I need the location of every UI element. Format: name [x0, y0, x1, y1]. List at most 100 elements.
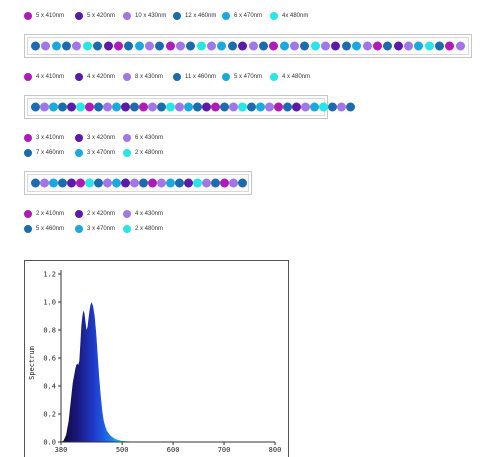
legend-label: 12 x 460nm [185, 13, 217, 19]
x-tick-label: 500 [116, 446, 129, 454]
led-480nm [85, 178, 94, 188]
led-420nm [184, 178, 193, 188]
led-430nm [229, 102, 238, 112]
led-430nm [207, 41, 217, 51]
led-460nm [383, 41, 393, 51]
legend-item-430nm: 4 x 430nm [123, 210, 163, 218]
led-410nm [269, 41, 279, 51]
led-470nm [49, 102, 58, 112]
legend-label: 4 x 410nm [36, 74, 65, 80]
dot-460nm [24, 225, 32, 233]
legend-item-430nm: 10 x 430nm [123, 12, 166, 20]
strip-frame [27, 174, 249, 192]
led-410nm [139, 102, 148, 112]
led-430nm [176, 41, 186, 51]
legend-label: 4 x 420nm [87, 74, 116, 80]
legend-item-480nm: 2 x 480nm [123, 149, 163, 157]
legend-label: 6 x 470nm [234, 13, 263, 19]
led-460nm [62, 41, 72, 51]
led-430nm [455, 41, 465, 51]
legend-item-430nm: 8 x 430nm [123, 73, 163, 81]
x-tick-label: 800 [269, 446, 282, 454]
led-410nm [211, 102, 220, 112]
dot-410nm [24, 12, 32, 20]
legend-label: 4x 480nm [282, 13, 309, 19]
dot-430nm [123, 73, 131, 81]
dot-480nm [270, 12, 278, 20]
led-460nm [58, 178, 67, 188]
legend-label: 3 x 470nm [87, 226, 116, 232]
led-470nm [49, 178, 58, 188]
legend-label: 2 x 410nm [36, 211, 65, 217]
led-460nm [341, 41, 351, 51]
led-410nm [148, 178, 157, 188]
led-430nm [175, 102, 184, 112]
led-460nm [283, 102, 292, 112]
dot-430nm [123, 134, 131, 142]
led-470nm [352, 41, 362, 51]
led-430nm [301, 102, 310, 112]
led-430nm [148, 102, 157, 112]
x-axis-ticks: 380 500 600 700 800 [55, 442, 282, 454]
legend-item-460nm: 12 x 460nm [173, 12, 216, 20]
led-430nm [41, 41, 51, 51]
dot-420nm [75, 210, 83, 218]
led-410nm [372, 41, 382, 51]
led-460nm [139, 178, 148, 188]
led-420nm [292, 102, 301, 112]
legend-item-430nm: 6 x 430nm [123, 134, 163, 142]
led-460nm [58, 102, 67, 112]
fixture-2-led-strip [24, 95, 355, 119]
legend-label: 5 x 460nm [36, 226, 65, 232]
legend-label: 3 x 410nm [36, 135, 65, 141]
led-410nm [220, 178, 229, 188]
led-430nm [72, 41, 82, 51]
dot-420nm [75, 134, 83, 142]
led-460nm [124, 41, 134, 51]
legend-label: 10 x 430nm [135, 13, 167, 19]
legend-item-460nm: 7 x 460nm [24, 149, 64, 157]
dot-470nm [222, 12, 230, 20]
legend-item-470nm: 5 x 470nm [222, 73, 262, 81]
led-460nm [238, 178, 247, 188]
y-tick-label: 0.8 [43, 327, 56, 335]
led-460nm [435, 41, 445, 51]
led-460nm [247, 102, 256, 112]
led-470nm [184, 102, 193, 112]
led-480nm [238, 102, 247, 112]
led-410nm [113, 41, 123, 51]
led-460nm [258, 41, 268, 51]
x-tick-label: 380 [55, 446, 68, 454]
legend-label: 4 x 430nm [135, 211, 164, 217]
led-470nm [414, 41, 424, 51]
legend-label: 4 x 480nm [282, 74, 311, 80]
legend-item-460nm: 11 x 460nm [173, 73, 216, 81]
dot-470nm [75, 225, 83, 233]
legend-label: 2 x 480nm [135, 226, 164, 232]
legend-label: 8 x 430nm [135, 74, 164, 80]
spectrum-chart: 0.0 0.2 0.4 0.6 0.8 1.0 1.2 380 500 600 700 800 Sp… [24, 260, 289, 457]
led-460nm [227, 41, 237, 51]
fixture-3-led-strip [24, 171, 252, 195]
led-430nm [362, 41, 372, 51]
led-470nm [112, 178, 121, 188]
led-430nm [248, 41, 258, 51]
legend-item-420nm: 5 x 420nm [75, 12, 115, 20]
y-tick-label: 1.0 [43, 299, 56, 307]
led-430nm [337, 102, 346, 112]
dot-430nm [123, 12, 131, 20]
led-460nm [220, 102, 229, 112]
led-470nm [217, 41, 227, 51]
led-420nm [238, 41, 248, 51]
led-420nm [67, 178, 76, 188]
led-410nm [165, 41, 175, 51]
led-460nm [328, 102, 337, 112]
led-460nm [193, 102, 202, 112]
x-tick-label: 600 [167, 446, 180, 454]
led-470nm [166, 178, 175, 188]
dot-410nm [24, 73, 32, 81]
dot-420nm [75, 12, 83, 20]
led-430nm [103, 102, 112, 112]
led-460nm [300, 41, 310, 51]
led-480nm [193, 178, 202, 188]
